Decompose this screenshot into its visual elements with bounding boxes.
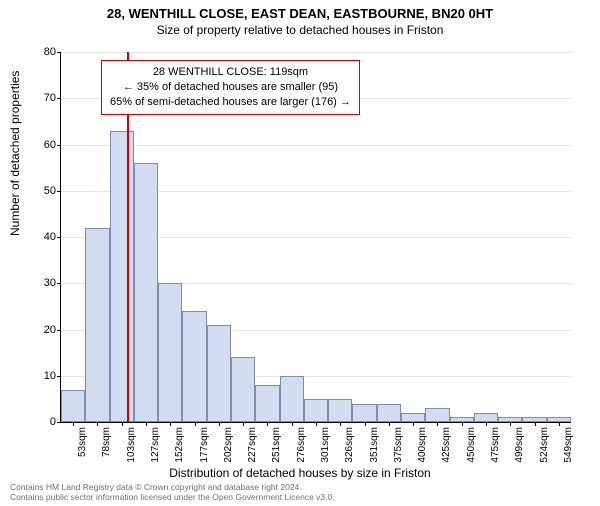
histogram-bar [352, 404, 376, 423]
x-tick-label: 326sqm [344, 427, 355, 463]
x-tick-mark [267, 422, 268, 426]
footer-line1: Contains HM Land Registry data © Crown c… [10, 482, 335, 492]
y-tick-label: 40 [26, 231, 56, 243]
histogram-bar [255, 385, 279, 422]
x-tick-label: 276sqm [296, 427, 307, 463]
x-tick-label: 202sqm [223, 427, 234, 463]
histogram-bar [522, 417, 546, 422]
histogram-bar [377, 404, 401, 423]
histogram-bar [474, 413, 498, 422]
x-tick-label: 227sqm [247, 427, 258, 463]
y-tick-mark [57, 52, 61, 53]
y-tick-mark [57, 237, 61, 238]
x-tick-label: 524sqm [539, 427, 550, 463]
x-tick-mark [486, 422, 487, 426]
x-tick-mark [510, 422, 511, 426]
x-tick-mark [146, 422, 147, 426]
y-tick-mark [57, 145, 61, 146]
x-tick-mark [73, 422, 74, 426]
gridline [61, 145, 571, 146]
histogram-bar [425, 408, 449, 422]
histogram-bar [280, 376, 304, 422]
x-tick-mark [195, 422, 196, 426]
histogram-bar [110, 131, 134, 422]
y-tick-mark [57, 283, 61, 284]
x-tick-label: 351sqm [369, 427, 380, 463]
x-tick-label: 78sqm [101, 427, 112, 457]
annotation-box: 28 WENTHILL CLOSE: 119sqm ← 35% of detac… [101, 60, 360, 115]
y-tick-mark [57, 422, 61, 423]
x-tick-mark [559, 422, 560, 426]
x-tick-label: 152sqm [174, 427, 185, 463]
histogram-bar [401, 413, 425, 422]
x-tick-mark [243, 422, 244, 426]
x-tick-mark [170, 422, 171, 426]
y-tick-label: 80 [26, 46, 56, 58]
y-tick-mark [57, 98, 61, 99]
x-tick-mark [316, 422, 317, 426]
histogram-bar [182, 311, 206, 422]
histogram-bar [547, 417, 571, 422]
histogram-bar [304, 399, 328, 422]
x-tick-mark [437, 422, 438, 426]
y-tick-mark [57, 191, 61, 192]
x-tick-label: 251sqm [271, 427, 282, 463]
x-tick-mark [389, 422, 390, 426]
x-tick-label: 301sqm [320, 427, 331, 463]
annotation-line1: 28 WENTHILL CLOSE: 119sqm [110, 65, 351, 80]
x-tick-mark [365, 422, 366, 426]
x-tick-label: 475sqm [490, 427, 501, 463]
x-axis-label: Distribution of detached houses by size … [0, 466, 600, 480]
x-tick-mark [219, 422, 220, 426]
annotation-line2: ← 35% of detached houses are smaller (95… [110, 80, 351, 95]
plot-area: 28 WENTHILL CLOSE: 119sqm ← 35% of detac… [60, 52, 571, 423]
x-tick-label: 425sqm [441, 427, 452, 463]
y-tick-label: 60 [26, 139, 56, 151]
x-tick-mark [122, 422, 123, 426]
x-tick-label: 177sqm [199, 427, 210, 463]
y-tick-label: 20 [26, 324, 56, 336]
y-tick-label: 70 [26, 92, 56, 104]
x-tick-label: 450sqm [466, 427, 477, 463]
x-tick-label: 53sqm [77, 427, 88, 457]
histogram-bar [328, 399, 352, 422]
y-tick-label: 30 [26, 277, 56, 289]
histogram-bar [61, 390, 85, 422]
chart-title-main: 28, WENTHILL CLOSE, EAST DEAN, EASTBOURN… [0, 6, 600, 21]
x-tick-mark [292, 422, 293, 426]
histogram-bar [158, 283, 182, 422]
plot-container: 28 WENTHILL CLOSE: 119sqm ← 35% of detac… [60, 52, 570, 422]
y-tick-mark [57, 330, 61, 331]
x-tick-mark [97, 422, 98, 426]
y-tick-label: 10 [26, 370, 56, 382]
histogram-bar [231, 357, 255, 422]
x-tick-mark [413, 422, 414, 426]
gridline [61, 52, 571, 53]
x-tick-label: 375sqm [393, 427, 404, 463]
y-tick-label: 50 [26, 185, 56, 197]
footer-line2: Contains public sector information licen… [10, 492, 335, 502]
x-tick-mark [535, 422, 536, 426]
x-tick-label: 103sqm [126, 427, 137, 463]
y-tick-label: 0 [26, 416, 56, 428]
x-tick-label: 127sqm [150, 427, 161, 463]
x-tick-mark [462, 422, 463, 426]
x-tick-label: 549sqm [563, 427, 574, 463]
chart-title-sub: Size of property relative to detached ho… [0, 23, 600, 37]
footer-attribution: Contains HM Land Registry data © Crown c… [10, 482, 335, 502]
histogram-bar [134, 163, 158, 422]
histogram-bar [207, 325, 231, 422]
histogram-bar [85, 228, 109, 422]
histogram-bar [498, 417, 522, 422]
annotation-line3: 65% of semi-detached houses are larger (… [110, 95, 351, 110]
y-tick-mark [57, 376, 61, 377]
histogram-bar [450, 417, 474, 422]
y-axis-label: Number of detached properties [8, 71, 22, 236]
x-tick-label: 400sqm [417, 427, 428, 463]
x-tick-mark [340, 422, 341, 426]
x-tick-label: 499sqm [514, 427, 525, 463]
